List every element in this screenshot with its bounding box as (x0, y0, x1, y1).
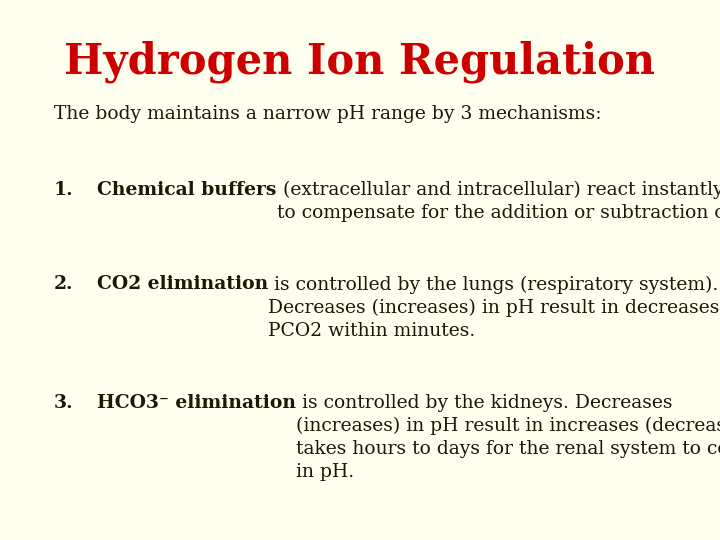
Text: is controlled by the kidneys. Decreases
(increases) in pH result in increases (d: is controlled by the kidneys. Decreases … (296, 394, 720, 481)
Text: The body maintains a narrow pH range by 3 mechanisms:: The body maintains a narrow pH range by … (54, 105, 601, 123)
Text: 1.: 1. (54, 181, 73, 199)
Text: (extracellular and intracellular) react instantly
to compensate for the addition: (extracellular and intracellular) react … (276, 181, 720, 222)
Text: 3.: 3. (54, 394, 73, 412)
Text: is controlled by the lungs (respiratory system).
Decreases (increases) in pH res: is controlled by the lungs (respiratory … (269, 275, 720, 340)
Text: 2.: 2. (54, 275, 73, 293)
Text: Hydrogen Ion Regulation: Hydrogen Ion Regulation (65, 40, 655, 83)
Text: Chemical buffers: Chemical buffers (97, 181, 276, 199)
Text: CO2 elimination: CO2 elimination (97, 275, 269, 293)
Text: HCO3⁻ elimination: HCO3⁻ elimination (97, 394, 296, 412)
